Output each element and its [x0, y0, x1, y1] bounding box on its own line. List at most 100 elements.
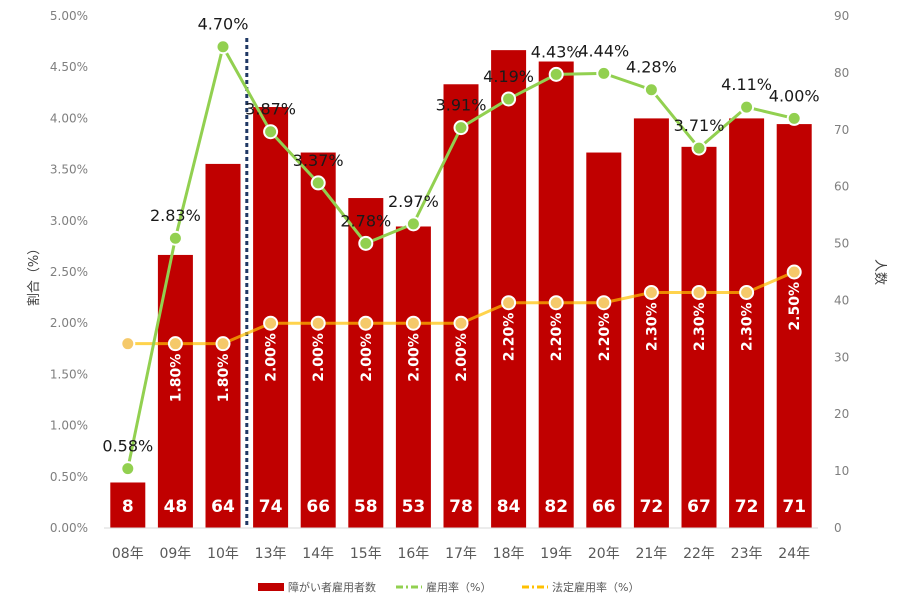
bar-value-label: 78: [449, 497, 473, 517]
legal-rate-point: [120, 336, 136, 352]
rate-point: [358, 235, 374, 251]
legal-rate-point: [501, 295, 517, 311]
legal-rate-point: [739, 284, 755, 300]
x-axis-tick-label: 09年: [159, 546, 191, 562]
bar-value-label: 82: [544, 497, 568, 517]
x-axis-tick-label: 14年: [302, 546, 334, 562]
right-axis-tick-label: 60: [834, 180, 849, 194]
legend-swatch-bar: [258, 583, 284, 591]
legal-rate-label: 1.80%: [216, 354, 232, 403]
rate-point: [167, 230, 183, 246]
rate-point: [215, 39, 231, 55]
x-axis-tick-label: 21年: [635, 546, 667, 562]
legend-label: 障がい者雇用者数: [288, 580, 376, 594]
x-axis-tick-label: 10年: [207, 546, 239, 562]
legal-rate-point: [596, 295, 612, 311]
rate-point: [405, 216, 421, 232]
bar: [491, 50, 527, 529]
x-axis-tick-label: 08年: [112, 546, 144, 562]
x-axis-tick-label: 23年: [731, 546, 763, 562]
x-axis-tick-label: 22年: [683, 546, 715, 562]
rate-point: [263, 124, 279, 140]
legal-rate-point: [215, 336, 231, 352]
bar: [300, 152, 336, 529]
legal-rate-point: [786, 264, 802, 280]
rate-point: [501, 91, 517, 107]
bar-value-label: 67: [687, 497, 711, 517]
x-axis-tick-label: 19年: [540, 546, 572, 562]
rate-value-label: 3.37%: [293, 151, 344, 170]
rate-point: [786, 110, 802, 126]
legal-rate-label: 2.00%: [406, 333, 422, 382]
bar-value-label: 84: [497, 497, 521, 517]
rate-point: [453, 120, 469, 136]
x-axis-tick-label: 15年: [350, 546, 382, 562]
bar: [633, 118, 669, 529]
legal-rate-label: 2.20%: [597, 313, 613, 362]
bar-value-label: 74: [259, 497, 283, 517]
bar-series-group: [110, 50, 812, 529]
right-axis-tick-label: 70: [834, 123, 849, 137]
left-axis-tick-label: 0.50%: [50, 470, 88, 484]
bar-value-label: 8: [122, 497, 134, 517]
left-axis-tick-label: 4.50%: [50, 60, 88, 74]
axes-group: 0.00% 0.50% 1.00% 1.50% 2.00% 2.50% 3.00% 3.50%…: [50, 9, 849, 562]
right-axis-tick-label: 90: [834, 9, 849, 23]
right-axis-tick-label: 30: [834, 350, 849, 364]
legal-rate-point: [405, 315, 421, 331]
right-axis-tick-label: 50: [834, 237, 849, 251]
right-axis-tick-label: 10: [834, 464, 849, 478]
legal-rate-label: 2.30%: [740, 302, 756, 351]
legal-rate-point: [358, 315, 374, 331]
bar: [586, 152, 622, 529]
left-axis-tick-label: 1.50%: [50, 367, 88, 381]
x-axis-tick-label: 18年: [493, 546, 525, 562]
legal-rate-label: 2.20%: [502, 313, 518, 362]
bar-value-label: 53: [402, 497, 426, 517]
rate-value-label: 2.83%: [150, 206, 201, 225]
bar: [348, 198, 384, 529]
left-axis-tick-label: 3.00%: [50, 214, 88, 228]
legal-rate-point: [548, 295, 564, 311]
legal-rate-label: 2.00%: [264, 333, 280, 382]
data-labels-group: 1.80% 1.80% 2.00% 2.00% 2.00% 2.00% 2.00% 2.20%…: [102, 15, 819, 517]
left-axis-title: 割合（%）: [26, 242, 42, 306]
right-axis-tick-label: 80: [834, 66, 849, 80]
bar-value-label: 66: [592, 497, 616, 517]
bar: [729, 118, 765, 529]
rate-value-label: 0.58%: [102, 437, 153, 456]
legal-rate-label: 1.80%: [168, 354, 184, 403]
rate-value-label: 4.43%: [531, 42, 582, 61]
legal-rate-label: 2.30%: [692, 302, 708, 351]
left-axis-tick-label: 0.00%: [50, 521, 88, 535]
bar: [110, 482, 146, 528]
x-axis-tick-label: 24年: [778, 546, 810, 562]
rate-point: [643, 82, 659, 98]
rate-value-label: 4.28%: [626, 58, 677, 77]
bar-value-label: 71: [782, 497, 806, 517]
rate-point: [548, 66, 564, 82]
bar: [395, 226, 431, 528]
legal-rate-label: 2.50%: [787, 282, 803, 331]
legal-rate-point: [453, 315, 469, 331]
rate-value-label: 4.19%: [483, 67, 534, 86]
rate-value-label: 3.71%: [674, 116, 725, 135]
legal-rate-point: [691, 284, 707, 300]
legend-label: 雇用率（%）: [426, 580, 491, 594]
right-axis-tick-label: 20: [834, 407, 849, 421]
rate-value-label: 4.70%: [198, 15, 249, 34]
bar-value-label: 72: [735, 497, 759, 517]
legend-label: 法定雇用率（%）: [552, 580, 639, 594]
right-axis-tick-label: 0: [834, 521, 842, 535]
legal-rate-label: 2.00%: [454, 333, 470, 382]
rate-value-label: 4.00%: [769, 86, 820, 105]
rate-point: [596, 65, 612, 81]
rate-point: [691, 140, 707, 156]
rate-value-label: 4.11%: [721, 75, 772, 94]
rate-value-label: 2.78%: [340, 211, 391, 230]
rate-value-label: 3.87%: [245, 100, 296, 119]
legal-rate-label: 2.20%: [549, 313, 565, 362]
left-axis-tick-label: 2.00%: [50, 316, 88, 330]
legal-rate-point: [263, 315, 279, 331]
